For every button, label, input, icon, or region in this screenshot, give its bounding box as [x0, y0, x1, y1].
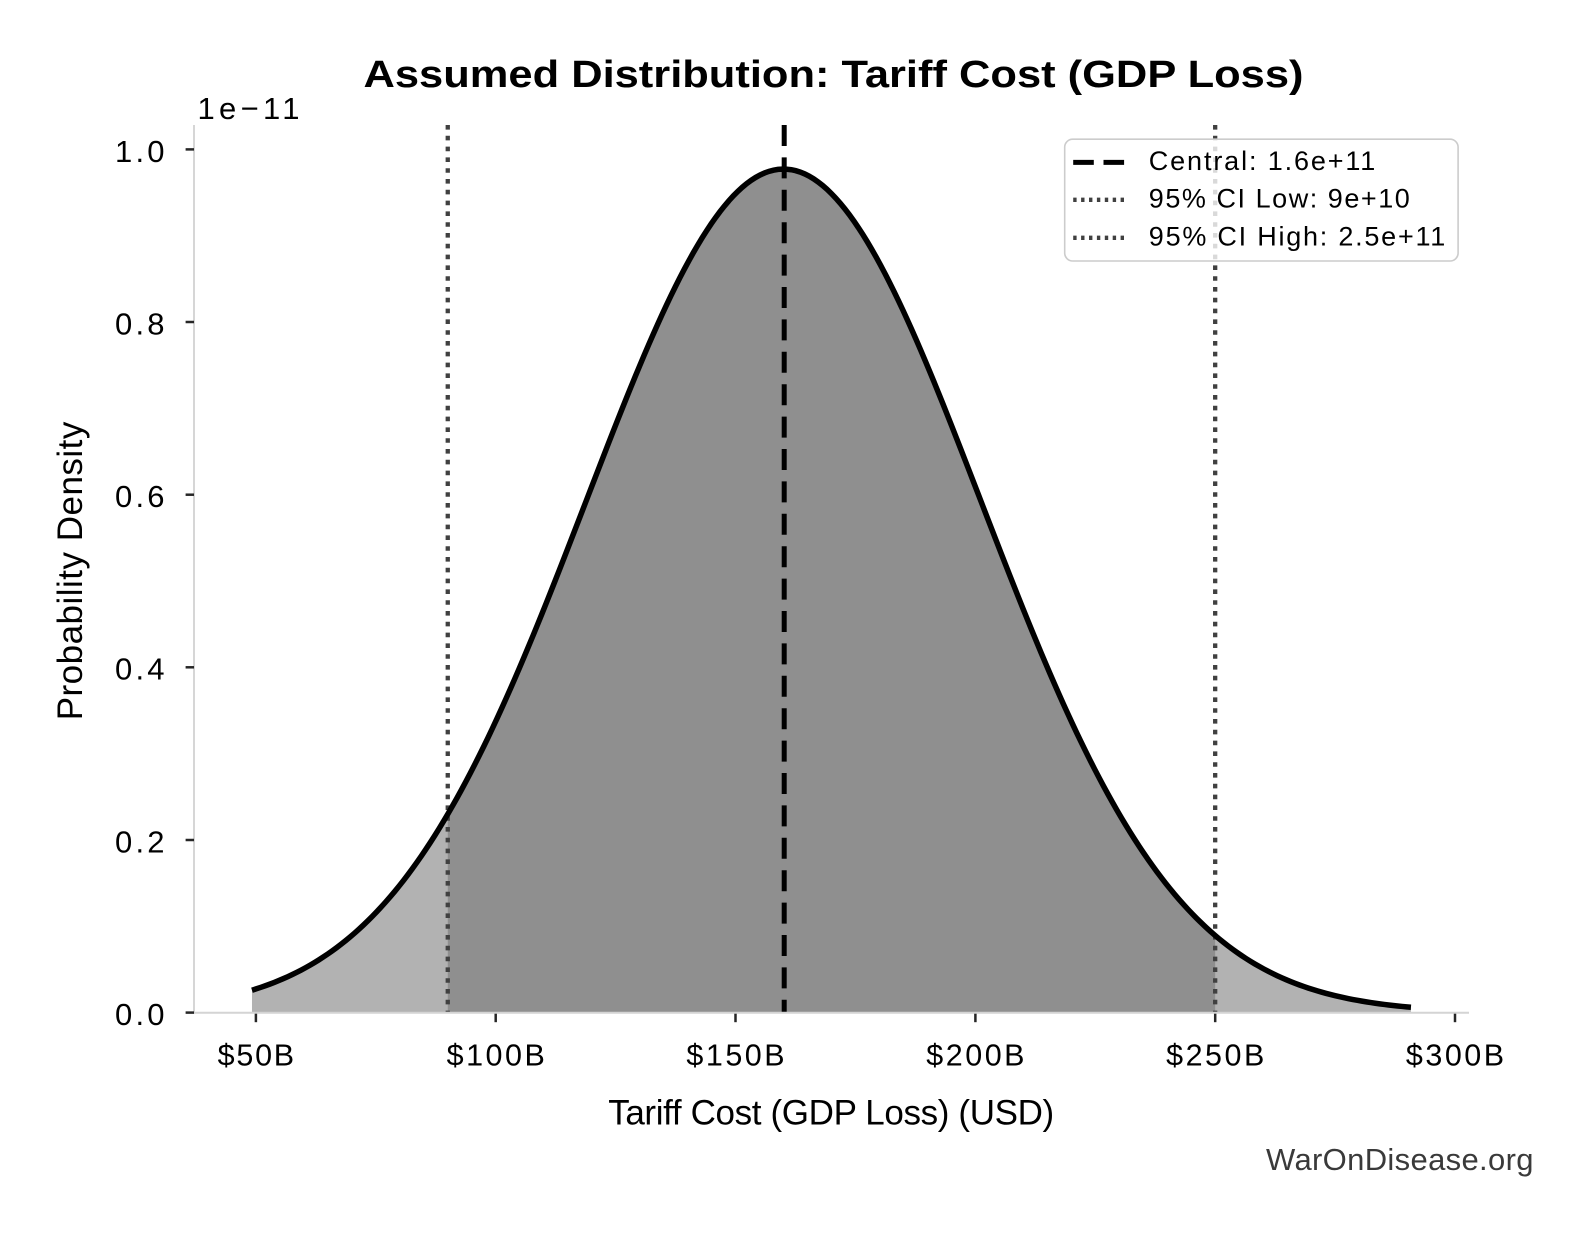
svg-text:$200B: $200B	[926, 1038, 1024, 1072]
svg-text:0.4: 0.4	[115, 652, 165, 687]
svg-text:1e−11: 1e−11	[198, 91, 300, 126]
svg-text:WarOnDisease.org: WarOnDisease.org	[1266, 1142, 1534, 1177]
svg-text:0.2: 0.2	[115, 824, 165, 859]
svg-text:1.0: 1.0	[115, 134, 165, 169]
svg-text:Assumed Distribution: Tariff C: Assumed Distribution: Tariff Cost (GDP L…	[364, 54, 1304, 96]
svg-text:0.0: 0.0	[115, 997, 165, 1032]
svg-text:0.8: 0.8	[115, 306, 165, 341]
svg-text:95% CI Low: 9e+10: 95% CI Low: 9e+10	[1149, 184, 1410, 214]
svg-text:0.6: 0.6	[115, 479, 165, 514]
svg-text:Probability Density: Probability Density	[51, 421, 90, 720]
svg-text:Central: 1.6e+11: Central: 1.6e+11	[1149, 146, 1376, 176]
svg-text:$50B: $50B	[218, 1038, 295, 1072]
svg-text:$250B: $250B	[1166, 1038, 1264, 1072]
svg-text:$100B: $100B	[447, 1038, 545, 1072]
svg-text:$300B: $300B	[1406, 1038, 1504, 1072]
svg-text:$150B: $150B	[686, 1038, 784, 1072]
svg-text:Tariff Cost (GDP Loss) (USD): Tariff Cost (GDP Loss) (USD)	[608, 1094, 1054, 1133]
svg-text:95% CI High: 2.5e+11: 95% CI High: 2.5e+11	[1149, 221, 1446, 251]
